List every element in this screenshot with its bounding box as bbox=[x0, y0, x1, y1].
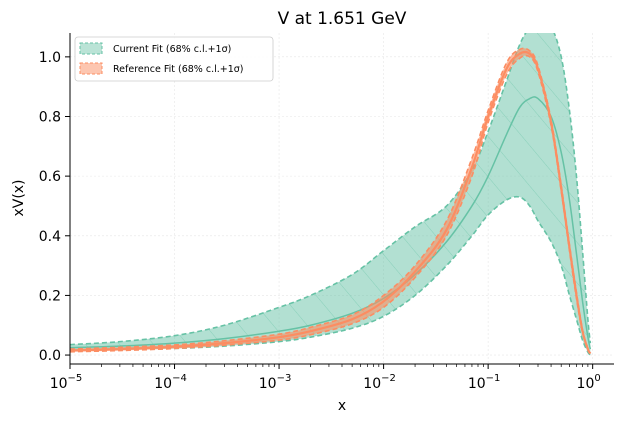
x-tick-exponent: −2 bbox=[381, 373, 396, 384]
x-axis-label: x bbox=[338, 398, 346, 414]
y-tick-label: 1.0 bbox=[39, 50, 61, 66]
x-tick-exponent: −5 bbox=[68, 373, 83, 384]
y-tick-label: 0.0 bbox=[39, 348, 61, 364]
y-axis-label: xV(x) bbox=[11, 179, 27, 216]
x-tick-label: 10−1 bbox=[468, 373, 501, 392]
upper-bound-line bbox=[70, 33, 592, 346]
legend-label-reference: Reference Fit (68% c.l.+1σ) bbox=[113, 64, 244, 75]
legend-label-current: Current Fit (68% c.l.+1σ) bbox=[113, 44, 231, 55]
y-ticks: 0.0 0.2 0.4 0.6 0.8 1.0 bbox=[39, 50, 70, 364]
lower-bound-line bbox=[70, 195, 591, 356]
legend-swatch-reference bbox=[79, 62, 103, 75]
legend-swatch-current bbox=[79, 42, 103, 55]
legend-entry-current: Current Fit (68% c.l.+1σ) bbox=[79, 42, 231, 55]
central-line bbox=[70, 50, 592, 355]
legend: Current Fit (68% c.l.+1σ) Reference Fit … bbox=[74, 36, 274, 82]
x-tick-label: 10−2 bbox=[363, 373, 396, 392]
series-reference-fit bbox=[70, 47, 592, 355]
x-tick-exponent: 0 bbox=[594, 373, 600, 384]
x-tick-exponent: −4 bbox=[172, 373, 187, 384]
x-tick-exponent: −3 bbox=[277, 373, 292, 384]
central-line bbox=[70, 96, 592, 350]
x-tick-label: 10−4 bbox=[154, 373, 187, 392]
x-tick-label: 10−3 bbox=[259, 373, 292, 392]
series-layer bbox=[70, 33, 592, 356]
x-tick-label: 10−5 bbox=[50, 373, 83, 392]
y-tick-label: 0.2 bbox=[39, 288, 61, 304]
x-tick-exponent: −1 bbox=[486, 373, 501, 384]
legend-entry-reference: Reference Fit (68% c.l.+1σ) bbox=[79, 62, 244, 75]
y-tick-label: 0.4 bbox=[39, 229, 61, 245]
x-ticks: 10−5 10−4 10−3 10−2 10−1 100 bbox=[50, 364, 601, 392]
y-tick-label: 0.6 bbox=[39, 169, 61, 185]
x-tick-label: 100 bbox=[577, 373, 601, 392]
legend-frame bbox=[74, 36, 274, 82]
chart-title: V at 1.651 GeV bbox=[278, 9, 407, 29]
y-tick-label: 0.8 bbox=[39, 109, 61, 125]
